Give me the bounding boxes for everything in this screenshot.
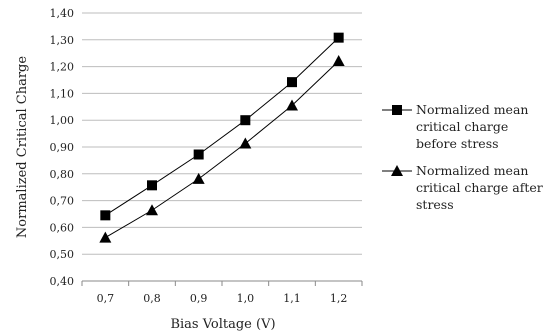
triangle-marker	[146, 204, 158, 216]
legend-entry-2: Normalized mean critical charge after stre…	[382, 163, 543, 212]
y-tick-label: 0,50	[50, 248, 75, 261]
legend-label: critical charge after	[416, 180, 543, 195]
y-tick-label: 1,20	[50, 61, 75, 74]
legend-label: Normalized mean	[416, 102, 528, 117]
y-tick-label: 1,40	[50, 7, 75, 20]
series-line	[105, 37, 340, 216]
legend-label: stress	[416, 197, 454, 212]
y-axis-title: Normalized Critical Charge	[15, 56, 30, 238]
legend-label: critical charge	[416, 119, 508, 134]
square-marker	[193, 149, 204, 160]
x-tick-label: 1,1	[283, 292, 301, 305]
legend-label: Normalized mean	[416, 163, 528, 178]
x-tick-label: 1,0	[237, 292, 255, 305]
y-tick-label: 0,60	[50, 221, 75, 234]
legend-marker	[392, 105, 402, 115]
legend-label: before stress	[416, 136, 499, 151]
y-tick-label: 1,30	[50, 34, 75, 47]
grid-layer	[82, 12, 362, 282]
y-tick-label: 1,10	[50, 87, 75, 100]
y-tick-label: 0,70	[50, 195, 75, 208]
x-tick-label: 0,8	[143, 292, 161, 305]
y-tick-label: 1,00	[50, 114, 75, 127]
triangle-marker	[286, 99, 298, 111]
legend-marker	[391, 165, 403, 176]
x-tick-label: 1,2	[330, 292, 348, 305]
triangle-marker	[332, 54, 345, 66]
square-marker	[287, 77, 297, 88]
legend: Normalized mean critical charge before str…	[382, 102, 543, 212]
y-tick-label: 0,80	[50, 168, 75, 181]
x-tick-label: 0,9	[190, 292, 208, 305]
triangle-marker	[99, 231, 112, 243]
x-axis-title: Bias Voltage (V)	[170, 317, 275, 332]
legend-entry-1: Normalized mean critical charge before str…	[382, 102, 528, 151]
x-tick-label: 0,7	[97, 292, 115, 305]
y-tick-label: 0,40	[50, 275, 75, 288]
axis-layer: 0,40 0,50 0,60 0,70 0,80 0,90 1,00 1,10 1,20 1,30…	[50, 7, 363, 305]
series-line	[105, 60, 340, 239]
square-marker	[333, 32, 344, 43]
square-marker	[240, 115, 251, 126]
triangle-marker	[192, 172, 205, 184]
square-marker	[147, 180, 157, 191]
y-tick-label: 0,90	[50, 141, 75, 154]
series-1	[100, 32, 344, 221]
series-2	[99, 54, 345, 243]
triangle-marker	[239, 137, 252, 149]
series-layer	[99, 32, 345, 243]
square-marker	[100, 210, 111, 221]
